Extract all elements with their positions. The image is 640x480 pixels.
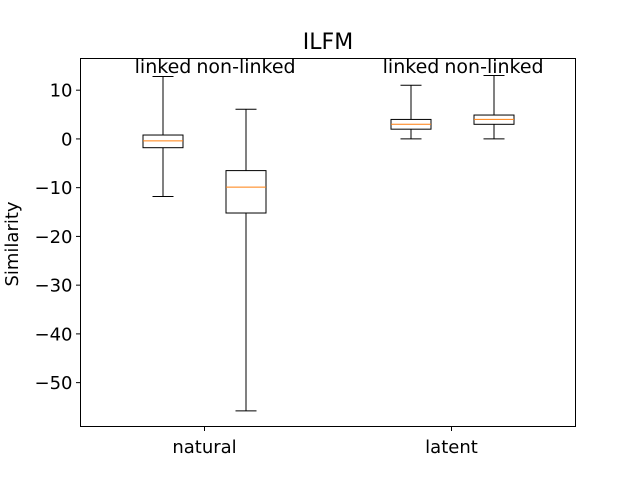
x-tick-label: natural bbox=[172, 437, 236, 458]
x-axis: natural latent bbox=[172, 426, 478, 458]
box-series bbox=[142, 75, 515, 412]
box-natural-nonlinked bbox=[225, 108, 267, 412]
y-tick-label: −20 bbox=[35, 227, 73, 248]
y-tick-label: −40 bbox=[35, 324, 73, 345]
y-tick-label: 0 bbox=[61, 129, 72, 150]
chart-title: ILFM bbox=[303, 30, 353, 55]
box-label: linked bbox=[135, 56, 192, 78]
box-labels: linked non-linked linked non-linked bbox=[135, 56, 544, 78]
box-latent-nonlinked bbox=[473, 75, 515, 140]
box-label: linked bbox=[383, 56, 440, 78]
box-body bbox=[225, 170, 267, 214]
y-tick-label: −50 bbox=[35, 373, 73, 394]
plot-frame bbox=[80, 58, 576, 427]
box-label: non-linked bbox=[196, 56, 295, 78]
y-axis-label: Similarity bbox=[2, 201, 23, 286]
y-axis: 10 0 −10 −20 −30 −40 −50 bbox=[35, 81, 81, 394]
y-tick-label: −10 bbox=[35, 178, 73, 199]
box-latent-linked bbox=[390, 84, 432, 140]
box-label: non-linked bbox=[444, 56, 543, 78]
y-tick-label: −30 bbox=[35, 276, 73, 297]
y-tick-label: 10 bbox=[50, 81, 73, 102]
x-tick-label: latent bbox=[425, 437, 478, 458]
box-natural-linked bbox=[142, 76, 184, 197]
